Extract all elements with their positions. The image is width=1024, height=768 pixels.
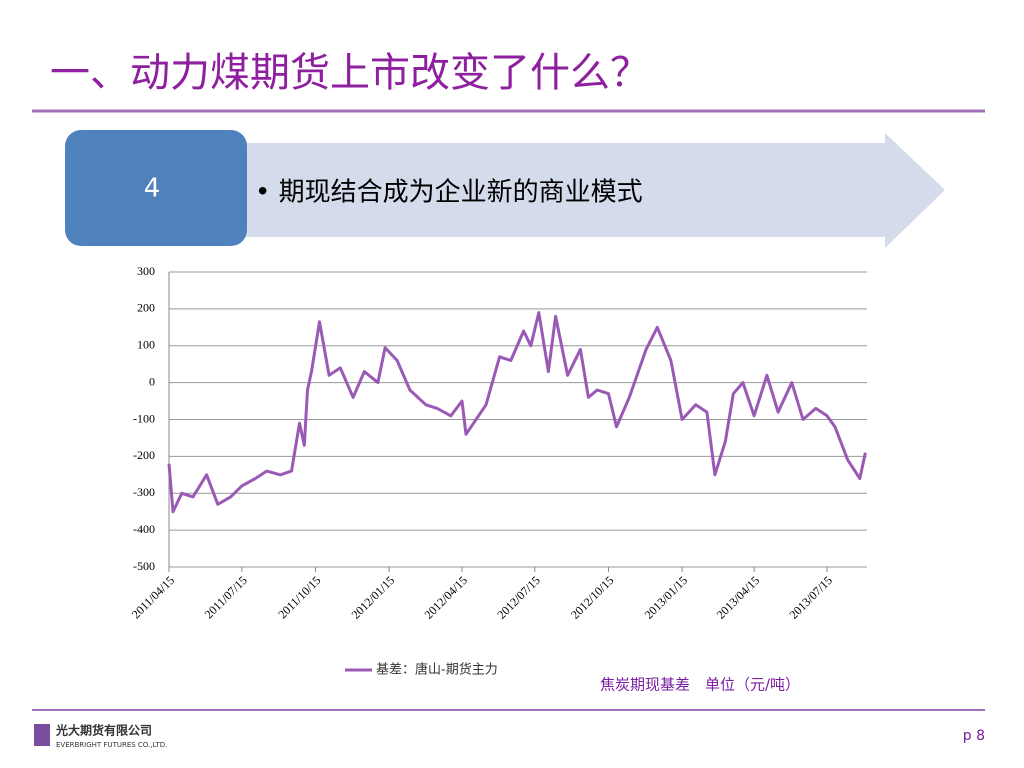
annotation: 焦炭期现基差 单位（元/吨）: [600, 676, 800, 694]
y-tick-label: -400: [133, 522, 155, 536]
slide-title: 一、动力煤期货上市改变了什么？: [50, 50, 650, 96]
x-tick-label: 2011/07/15: [202, 573, 250, 621]
y-tick-label: -200: [133, 448, 155, 462]
y-tick-label: 200: [137, 301, 155, 315]
page-number: p 8: [963, 728, 985, 744]
logo-mark: [34, 724, 50, 746]
x-tick-label: 2012/04/15: [421, 573, 470, 622]
x-tick-label: 2013/04/15: [714, 573, 763, 622]
x-tick-label: 2011/04/15: [129, 573, 177, 621]
company-en: EVERBRIGHT FUTURES CO.,LTD.: [56, 741, 167, 749]
y-tick-label: -300: [133, 485, 155, 499]
step-arrow: [240, 133, 945, 248]
y-tick-label: -500: [133, 559, 155, 573]
data-line: [167, 311, 867, 514]
y-tick-label: 100: [137, 338, 155, 352]
y-tick-label: 0: [149, 374, 155, 388]
step-number: 4: [144, 174, 161, 204]
chart: -500 -400 -300 -200 -100 0 100 200 300 2011/04/15…: [129, 264, 867, 678]
y-tick-label: -100: [133, 411, 155, 425]
legend-label: 基差：唐山-期货主力: [376, 662, 498, 678]
x-tick-label: 2013/01/15: [642, 573, 691, 622]
step-box: [65, 130, 247, 246]
y-tick-label: 300: [137, 264, 155, 278]
x-tick-label: 2012/01/15: [349, 573, 398, 622]
x-tick-label: 2012/10/15: [568, 573, 617, 622]
step-text: • 期现结合成为企业新的商业模式: [255, 178, 643, 208]
x-tick-label: 2011/10/15: [275, 573, 323, 621]
company-cn: 光大期货有限公司: [55, 723, 152, 738]
x-tick-label: 2012/07/15: [494, 573, 543, 622]
x-tick-label: 2013/07/15: [786, 573, 835, 622]
